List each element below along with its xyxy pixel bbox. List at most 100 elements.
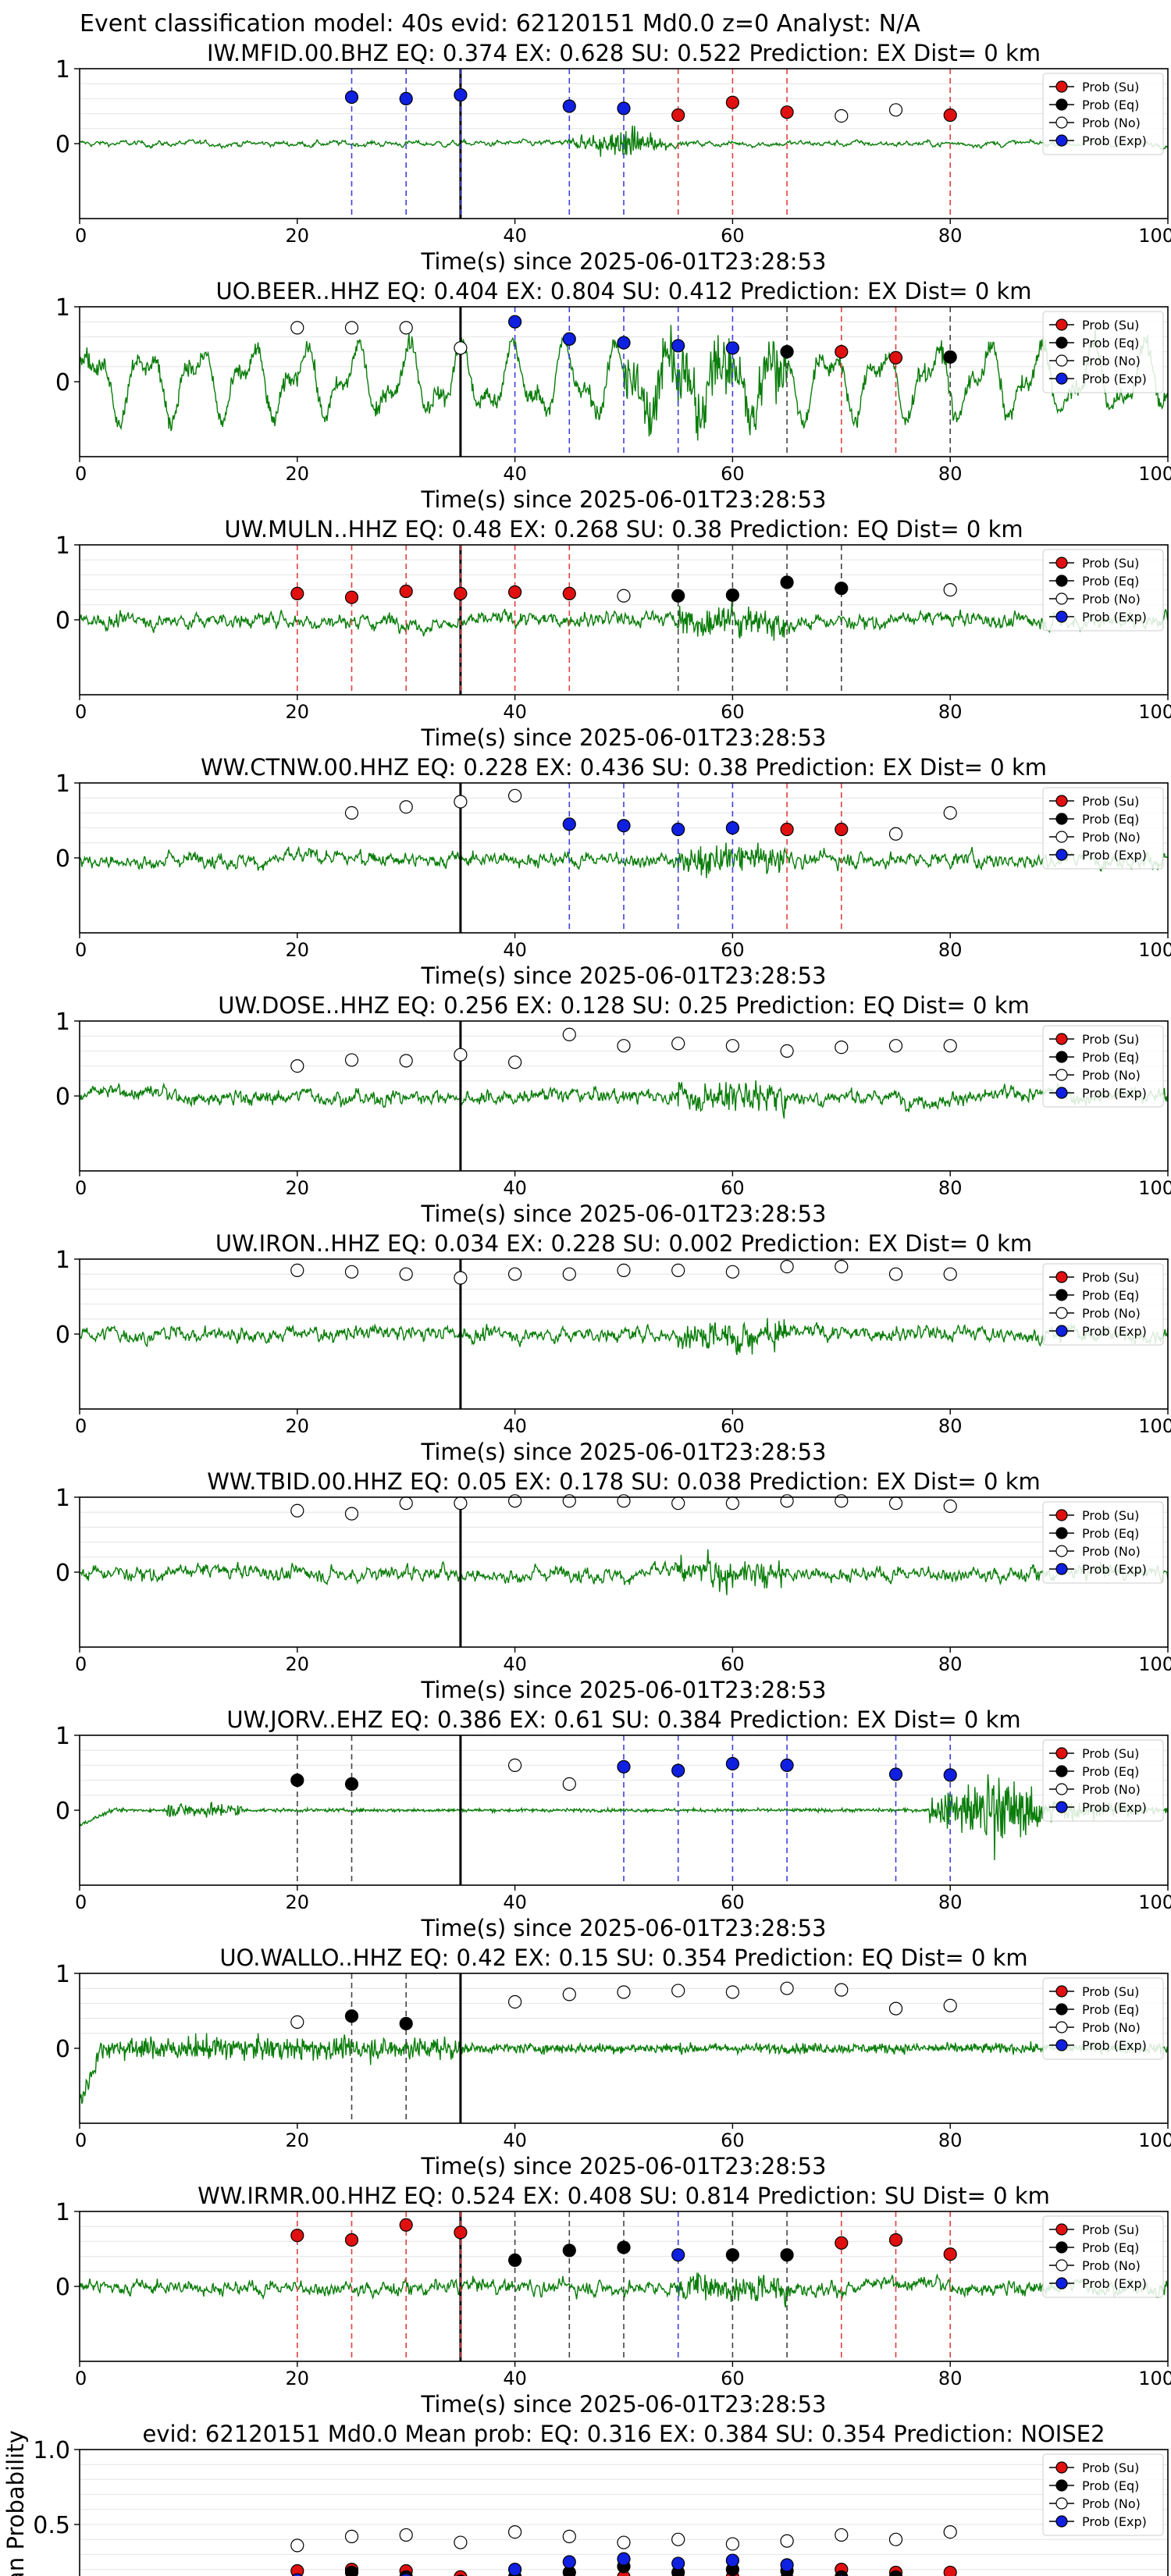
prob-point-no bbox=[943, 1499, 957, 1514]
prob-point-exp bbox=[780, 1758, 794, 1772]
prob-point-no bbox=[562, 1027, 576, 1041]
prob-point-no bbox=[671, 1263, 685, 1278]
prob-point-exp bbox=[507, 315, 522, 329]
prob-point-eq bbox=[671, 589, 685, 603]
prob-point-no bbox=[507, 788, 522, 802]
prob-point-su bbox=[344, 2233, 359, 2247]
prob-point-exp bbox=[454, 87, 468, 102]
prob-point-no bbox=[617, 1039, 631, 1053]
x-tick-label: 100 bbox=[1138, 1653, 1171, 1675]
x-axis-label: Time(s) since 2025-06-01T23:28:53 bbox=[421, 2391, 827, 2418]
y-tick-label: 0 bbox=[55, 369, 70, 397]
prob-point-exp bbox=[725, 341, 740, 355]
prob-point-no bbox=[399, 1496, 413, 1510]
x-tick-label: 80 bbox=[938, 1177, 963, 1199]
legend-label: Prob (No) bbox=[1082, 1306, 1141, 1321]
x-tick-label: 0 bbox=[75, 1415, 87, 1437]
waveform-trace bbox=[79, 1318, 1169, 1355]
mean-prob-point-exp bbox=[400, 2573, 412, 2576]
x-tick-label: 0 bbox=[75, 939, 87, 961]
x-tick-label: 20 bbox=[286, 939, 310, 961]
y-tick-label: 0 bbox=[55, 845, 70, 873]
x-tick-label: 0 bbox=[75, 1177, 87, 1199]
prob-point-no bbox=[454, 1048, 468, 1062]
legend-label: Prob (No) bbox=[1082, 2020, 1141, 2035]
mean-prob-point-su bbox=[290, 2564, 304, 2576]
legend-marker-su bbox=[1055, 557, 1068, 569]
waveform-trace bbox=[79, 2033, 1169, 2105]
y-tick-label: 1 bbox=[55, 1247, 70, 1274]
legend-marker-eq bbox=[1055, 1051, 1068, 1063]
legend-box bbox=[1042, 2215, 1164, 2298]
prob-point-exp bbox=[562, 817, 576, 831]
panel-title: UW.MULN..HHZ EQ: 0.48 EX: 0.268 SU: 0.38… bbox=[224, 516, 1023, 543]
prob-point-no bbox=[671, 1496, 685, 1510]
legend-marker-exp bbox=[1055, 610, 1068, 623]
prob-point-exp bbox=[888, 1767, 903, 1781]
x-tick-label: 20 bbox=[286, 1653, 310, 1675]
mean-prob-point-no bbox=[562, 2529, 576, 2543]
legend-marker-exp bbox=[1055, 2277, 1068, 2290]
prob-point-no bbox=[290, 321, 304, 335]
prob-point-no bbox=[671, 1984, 685, 1998]
prob-point-no bbox=[399, 321, 413, 335]
legend-label: Prob (Exp) bbox=[1082, 610, 1147, 624]
waveform-trace bbox=[79, 1774, 1169, 1861]
prob-point-no bbox=[507, 1055, 522, 1069]
plot-area bbox=[80, 1259, 1168, 1409]
legend: Prob (Su) Prob (Eq) Prob (No) Prob (Exp) bbox=[1042, 73, 1164, 155]
prob-point-no bbox=[835, 1983, 849, 1997]
legend-label: Prob (Su) bbox=[1082, 2222, 1139, 2237]
legend-label: Prob (Su) bbox=[1082, 1032, 1139, 1047]
legend-marker-eq bbox=[1055, 2241, 1068, 2254]
x-tick-label: 100 bbox=[1138, 1177, 1171, 1199]
prob-point-exp bbox=[725, 820, 740, 835]
x-tick-label: 60 bbox=[721, 701, 745, 723]
legend-label: Prob (Eq) bbox=[1082, 2240, 1139, 2255]
prob-point-eq bbox=[344, 2009, 359, 2023]
x-tick-label: 80 bbox=[938, 463, 963, 485]
prob-point-no bbox=[780, 1981, 794, 1995]
x-axis-label: Time(s) since 2025-06-01T23:28:53 bbox=[421, 962, 827, 989]
prob-point-su bbox=[835, 822, 849, 837]
waveform-trace bbox=[79, 125, 1169, 157]
legend-label: Prob (Eq) bbox=[1082, 1050, 1139, 1065]
y-tick-label: 0 bbox=[55, 1083, 70, 1111]
legend-label: Prob (No) bbox=[1082, 1544, 1141, 1559]
x-tick-label: 80 bbox=[938, 2129, 963, 2151]
prob-point-su bbox=[780, 105, 794, 119]
legend-marker-eq bbox=[1055, 1765, 1068, 1777]
prob-point-no bbox=[943, 806, 957, 820]
x-tick-label: 0 bbox=[75, 225, 87, 247]
x-tick-label: 100 bbox=[1138, 939, 1171, 961]
prob-point-no bbox=[399, 1267, 413, 1281]
x-tick-label: 80 bbox=[938, 1891, 963, 1913]
x-tick-label: 40 bbox=[503, 225, 527, 247]
mean-prob-point-no bbox=[888, 2532, 903, 2546]
waveform-trace bbox=[79, 2272, 1169, 2307]
x-tick-label: 40 bbox=[503, 939, 527, 961]
x-tick-label: 40 bbox=[503, 2129, 527, 2151]
y-tick-label: 0 bbox=[55, 131, 70, 158]
legend-marker-su bbox=[1055, 1271, 1068, 1283]
legend: Prob (Su) Prob (Eq) Prob (No) Prob (Exp) bbox=[1042, 2453, 1164, 2536]
y-tick-label: 0 bbox=[55, 2274, 70, 2301]
prob-point-no bbox=[617, 1494, 631, 1508]
mean-prob-point-no bbox=[290, 2539, 304, 2553]
x-tick-label: 60 bbox=[721, 1177, 745, 1199]
legend-marker-eq bbox=[1055, 575, 1068, 587]
x-tick-label: 100 bbox=[1138, 2129, 1171, 2151]
panels: IW.MFID.00.BHZ EQ: 0.374 EX: 0.628 SU: 0… bbox=[2, 40, 1171, 2576]
prob-point-no bbox=[507, 1494, 522, 1508]
legend-box bbox=[1042, 1501, 1164, 1584]
mean-prob-point-exp bbox=[291, 2573, 303, 2576]
x-tick-label: 40 bbox=[503, 1653, 527, 1675]
x-tick-label: 100 bbox=[1138, 2368, 1171, 2389]
prob-point-su bbox=[725, 95, 740, 109]
waveform-trace bbox=[79, 1080, 1169, 1119]
prob-point-su bbox=[943, 2247, 957, 2261]
x-tick-label: 20 bbox=[286, 2129, 310, 2151]
y-tick-label: 1 bbox=[55, 1485, 70, 1512]
prob-point-eq bbox=[562, 2243, 576, 2258]
legend-marker-su bbox=[1055, 2223, 1068, 2236]
